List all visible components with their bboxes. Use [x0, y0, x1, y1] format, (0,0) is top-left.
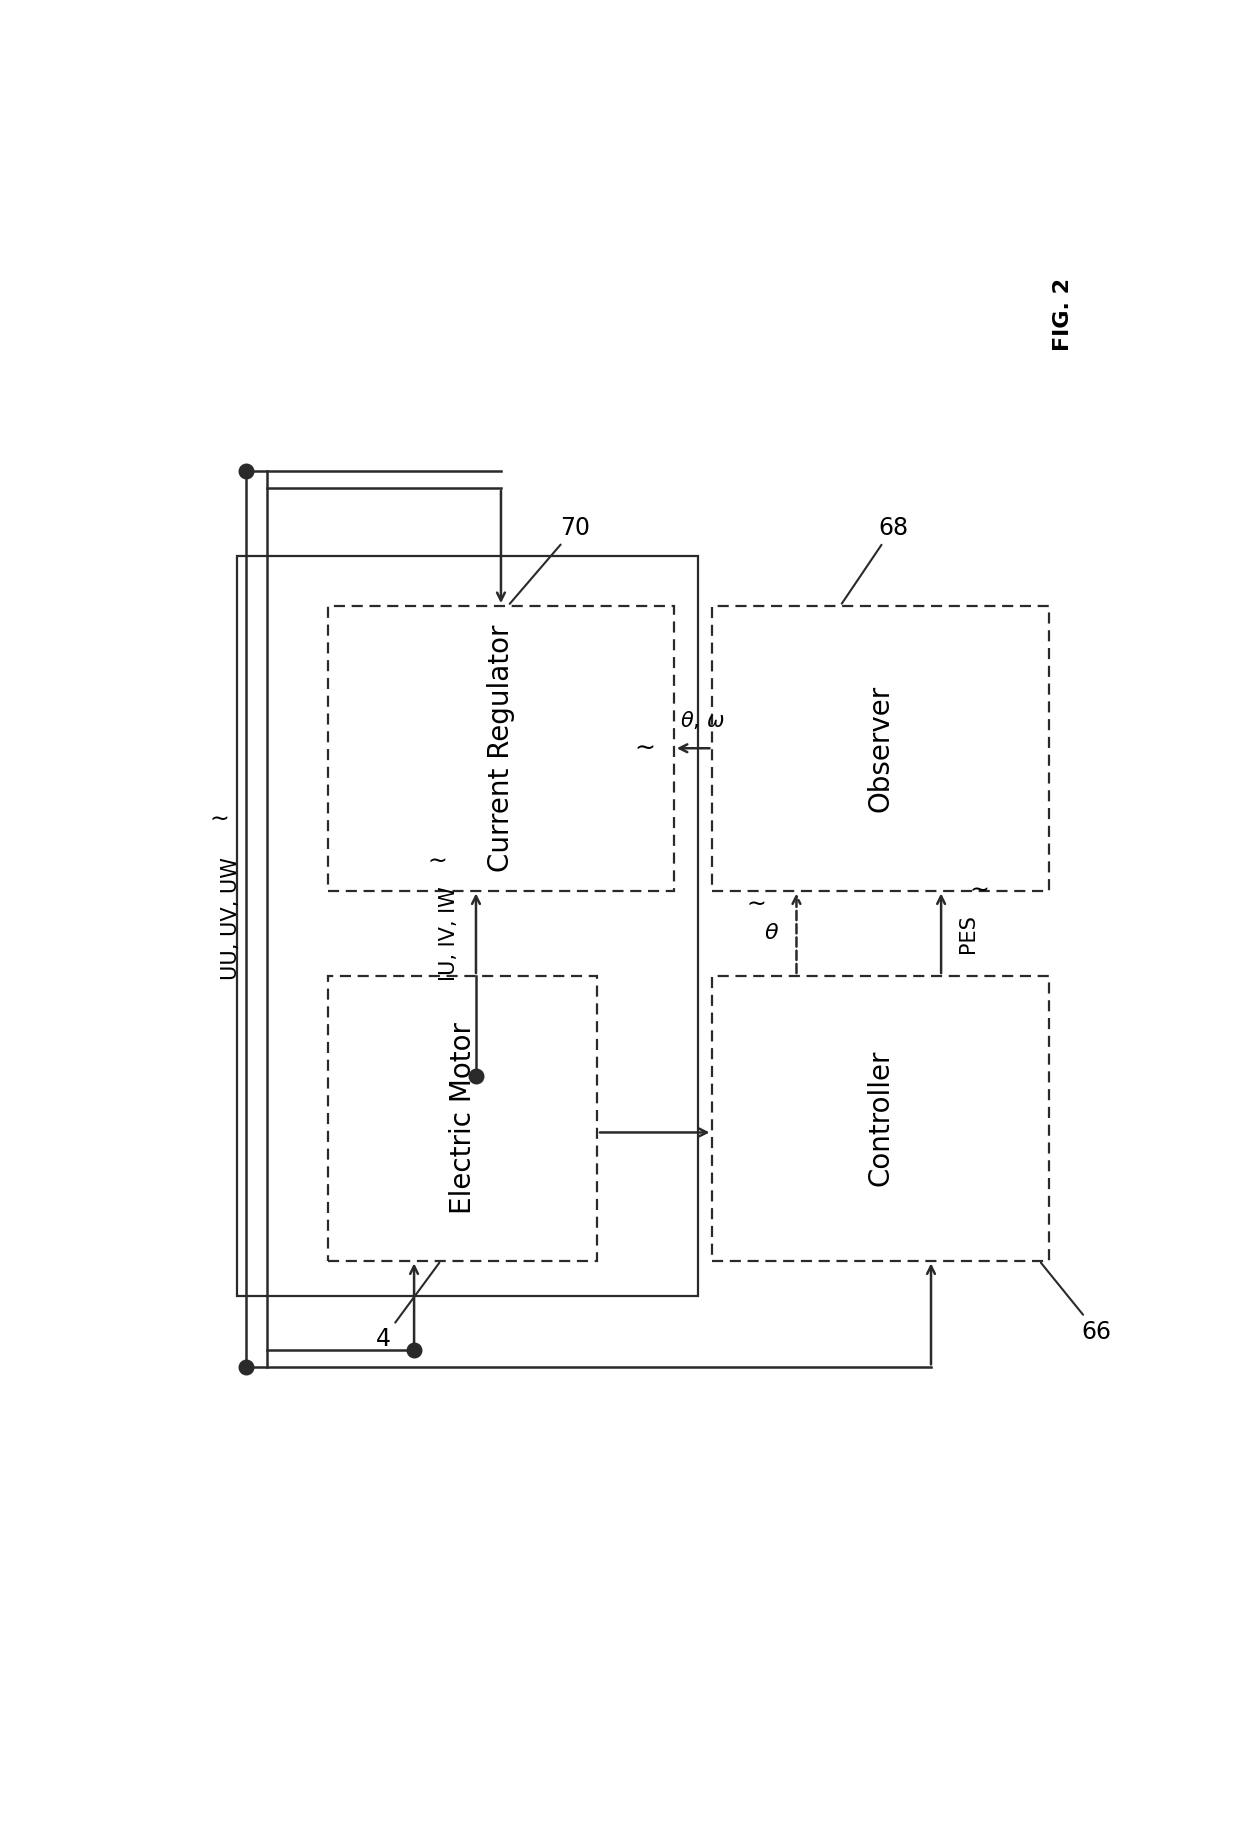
- Point: [237, 456, 257, 486]
- Text: ∼: ∼: [635, 736, 656, 760]
- Bar: [327, 976, 598, 1260]
- Text: ∼: ∼: [970, 878, 990, 902]
- Text: $\theta$, $\omega$: $\theta$, $\omega$: [681, 710, 725, 732]
- Text: UU, UV, UW: UU, UV, UW: [222, 857, 242, 981]
- Text: PES: PES: [959, 913, 978, 954]
- Text: Electric Motor: Electric Motor: [449, 1022, 476, 1214]
- Bar: [712, 606, 1049, 891]
- Text: 70: 70: [510, 516, 590, 604]
- Text: IU, IV, IW: IU, IV, IW: [439, 885, 459, 981]
- Text: $\theta$: $\theta$: [764, 924, 779, 942]
- Bar: [237, 556, 698, 1295]
- Text: 68: 68: [842, 516, 908, 604]
- Point: [404, 1336, 424, 1366]
- Text: Observer: Observer: [867, 684, 894, 811]
- Point: [237, 1353, 257, 1382]
- Text: FIG. 2: FIG. 2: [1053, 277, 1073, 351]
- Text: ∼: ∼: [428, 850, 448, 874]
- Text: ∼: ∼: [746, 893, 766, 917]
- Text: Current Regulator: Current Regulator: [487, 625, 515, 872]
- Text: Controller: Controller: [867, 1050, 894, 1186]
- Bar: [327, 606, 675, 891]
- Text: 66: 66: [1040, 1262, 1112, 1343]
- Text: ∼: ∼: [210, 808, 229, 832]
- Point: [466, 1061, 486, 1090]
- Bar: [712, 976, 1049, 1260]
- Text: 4: 4: [376, 1262, 439, 1351]
